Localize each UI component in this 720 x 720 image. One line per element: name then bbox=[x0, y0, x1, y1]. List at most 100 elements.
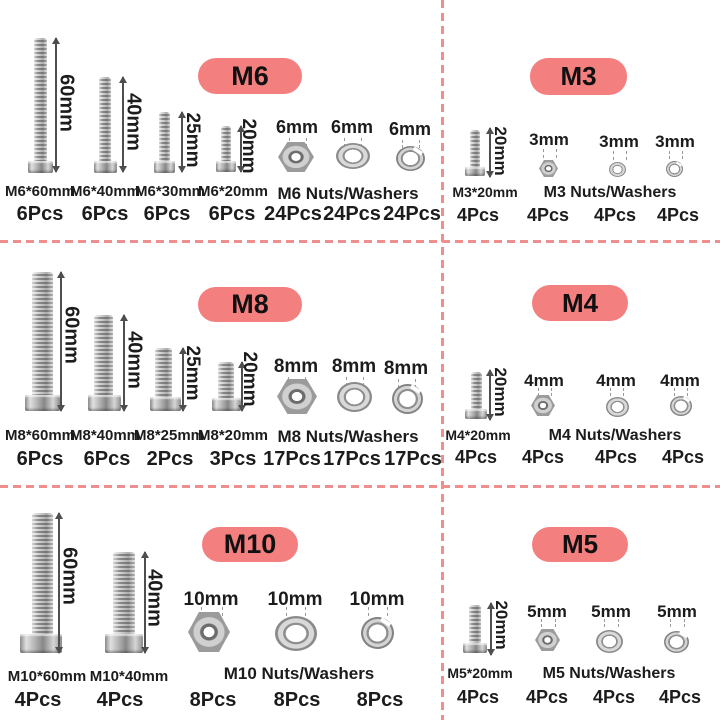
hardware-qty-label: 4Pcs bbox=[525, 687, 569, 707]
hardware-qty-label: 4Pcs bbox=[593, 205, 637, 225]
hardware-size-label: 6mm bbox=[275, 117, 319, 137]
bolt-shaft bbox=[470, 130, 480, 168]
hardware-size-label: 3mm bbox=[529, 130, 569, 149]
bolt-qty-label: 6Pcs bbox=[143, 203, 191, 225]
hardware-qty-label: 24Pcs bbox=[264, 203, 322, 225]
size-badge-m8: M8 bbox=[198, 287, 302, 322]
hardware-title: M8 Nuts/Washers bbox=[277, 427, 419, 446]
bolt-qty-label: 4Pcs bbox=[96, 689, 144, 711]
flat-washer bbox=[337, 382, 372, 412]
bolt-length-label: 20mm bbox=[491, 367, 510, 417]
spring-washer bbox=[664, 631, 689, 653]
bolt-length-label: 60mm bbox=[60, 306, 83, 364]
size-callout-lines bbox=[610, 388, 624, 396]
hardware-title: M6 Nuts/Washers bbox=[277, 184, 419, 203]
size-callout-lines bbox=[398, 379, 416, 388]
spring-washer-split bbox=[409, 384, 421, 394]
size-callout-lines bbox=[613, 151, 627, 160]
hardware-size-label: 4mm bbox=[596, 371, 636, 390]
flat-washer bbox=[609, 162, 626, 177]
bolt-length-label: 40mm bbox=[122, 93, 145, 151]
hardware-size-label: 8mm bbox=[273, 356, 319, 377]
bolt-qty-label: 4Pcs bbox=[456, 687, 500, 707]
bolt-name-label: M8*25mm bbox=[133, 427, 205, 444]
bolt-shaft bbox=[159, 112, 170, 162]
bolt-qty-label: 4Pcs bbox=[454, 447, 498, 467]
hardware-size-label: 8mm bbox=[383, 358, 429, 379]
spring-washer-split bbox=[678, 631, 688, 639]
hardware-size-label: 10mm bbox=[267, 589, 323, 610]
dimension-line bbox=[486, 127, 494, 178]
hardware-size-label: 3mm bbox=[655, 132, 695, 151]
bolt-qty-label: 4Pcs bbox=[14, 689, 62, 711]
bolt-head bbox=[28, 161, 53, 173]
bolt-shaft bbox=[32, 513, 53, 634]
dimension-line bbox=[57, 271, 65, 412]
bolt-length-label: 20mm bbox=[238, 118, 259, 174]
bolt-head bbox=[94, 161, 117, 173]
hardware-size-label: 5mm bbox=[591, 602, 631, 621]
dimension-line bbox=[179, 347, 187, 412]
hardware-size-label: 5mm bbox=[527, 602, 567, 621]
bolt-head bbox=[25, 395, 60, 411]
hardware-qty-label: 8Pcs bbox=[189, 689, 237, 711]
dimension-line bbox=[178, 111, 186, 173]
hex-nut bbox=[539, 160, 558, 177]
bolt-name-label: M4*20mm bbox=[445, 427, 511, 443]
hardware-size-label: 5mm bbox=[657, 602, 697, 621]
vertical-dashed-divider bbox=[441, 0, 444, 720]
hardware-size-label: 10mm bbox=[183, 589, 239, 610]
bolt-qty-label: 6Pcs bbox=[81, 203, 129, 225]
section-m10: M10 60mm 40mm M10*60mm M10*40mm 4Pcs 4Pc… bbox=[0, 488, 443, 720]
hardware-qty-label: 4Pcs bbox=[661, 447, 705, 467]
hardware-title: M5 Nuts/Washers bbox=[542, 665, 676, 682]
dimension-line bbox=[119, 76, 127, 173]
bolt-qty-label: 6Pcs bbox=[83, 448, 131, 470]
hex-nut bbox=[278, 142, 314, 172]
bolt-shaft bbox=[34, 38, 47, 162]
bolt-head bbox=[465, 409, 487, 419]
size-callout-lines bbox=[674, 388, 688, 396]
hardware-size-label: 3mm bbox=[599, 132, 639, 151]
hardware-qty-label: 17Pcs bbox=[384, 448, 442, 470]
bolt-length-label: 20mm bbox=[491, 126, 510, 176]
bolt-shaft bbox=[471, 372, 482, 409]
spring-washer-split bbox=[379, 617, 392, 628]
hardware-qty-label: 24Pcs bbox=[323, 203, 381, 225]
size-badge-m5: M5 bbox=[532, 527, 628, 562]
dimension-line bbox=[141, 551, 149, 654]
bolt-name-label: M10*60mm bbox=[7, 668, 87, 685]
hardware-qty-label: 24Pcs bbox=[383, 203, 441, 225]
hardware-qty-label: 17Pcs bbox=[323, 448, 381, 470]
spring-washer bbox=[666, 161, 683, 177]
bolt-name-label: M8*40mm bbox=[69, 427, 141, 444]
dimension-line bbox=[55, 512, 63, 654]
spring-washer bbox=[670, 396, 692, 416]
spring-washer-split bbox=[682, 396, 691, 403]
horizontal-dashed-divider bbox=[0, 240, 720, 243]
size-callout-lines bbox=[541, 619, 556, 627]
bolt-head bbox=[20, 634, 62, 653]
hex-nut bbox=[188, 612, 230, 652]
hardware-qty-label: 4Pcs bbox=[521, 447, 565, 467]
dimension-line bbox=[52, 37, 60, 173]
size-callout-lines bbox=[604, 619, 619, 627]
bolt-shaft bbox=[155, 348, 172, 398]
bolt-shaft bbox=[113, 552, 135, 634]
hardware-qty-label: 4Pcs bbox=[658, 687, 702, 707]
bolt-length-label: 25mm bbox=[182, 112, 203, 168]
bolt-head bbox=[216, 161, 236, 172]
horizontal-dashed-divider bbox=[0, 485, 720, 488]
hex-nut bbox=[277, 379, 317, 414]
size-callout-lines bbox=[344, 138, 362, 147]
spring-washer-split bbox=[675, 161, 682, 167]
flat-washer bbox=[606, 397, 629, 417]
bolt-head bbox=[463, 643, 487, 653]
bolt-qty-label: 2Pcs bbox=[146, 448, 194, 470]
bolt-name-label: M3*20mm bbox=[452, 184, 518, 200]
bolt-shaft bbox=[94, 315, 113, 396]
bolt-shaft bbox=[469, 605, 481, 643]
bolt-name-label: M8*60mm bbox=[4, 427, 76, 444]
hardware-qty-label: 8Pcs bbox=[273, 689, 321, 711]
bolt-qty-label: 3Pcs bbox=[209, 448, 257, 470]
